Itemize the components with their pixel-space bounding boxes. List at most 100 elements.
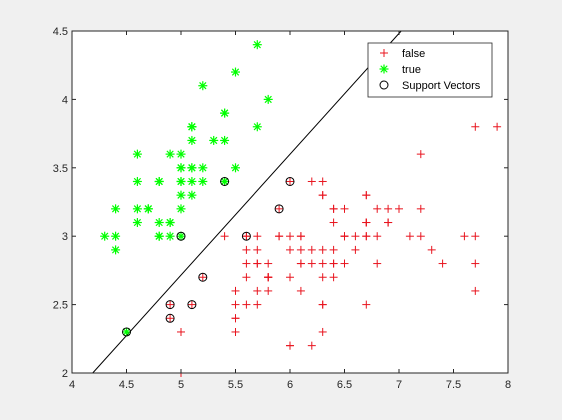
data-point	[318, 327, 327, 336]
data-point	[242, 259, 251, 268]
data-point	[340, 259, 349, 268]
data-point	[198, 176, 208, 186]
data-point	[362, 218, 371, 227]
data-point	[154, 176, 164, 186]
data-point	[318, 259, 327, 268]
data-point	[187, 176, 197, 186]
legend-marker	[379, 80, 389, 90]
plot-area	[92, 30, 502, 377]
data-point	[176, 231, 186, 241]
data-point	[154, 218, 164, 228]
data-point	[296, 286, 305, 295]
data-point	[318, 245, 327, 254]
y-axis: 2 2.5 3 3.5 4 4.5	[53, 26, 508, 380]
legend-label: true	[402, 64, 421, 76]
data-point	[176, 204, 186, 214]
data-point	[264, 259, 273, 268]
data-point	[296, 232, 305, 241]
data-point	[122, 327, 131, 337]
data-point	[471, 232, 480, 241]
data-point	[231, 300, 240, 309]
x-tick-label: 4.5	[119, 379, 134, 391]
data-point	[395, 204, 403, 213]
data-point	[187, 135, 197, 145]
data-point	[307, 245, 316, 254]
legend-marker	[380, 49, 388, 57]
data-point	[132, 204, 142, 214]
x-tick-label: 5	[178, 379, 184, 391]
legend-label: Support Vectors	[402, 80, 481, 92]
y-tick-label: 2	[62, 368, 68, 380]
data-point	[405, 232, 414, 241]
data-point	[286, 232, 294, 241]
data-point	[111, 231, 121, 241]
data-point	[187, 163, 197, 173]
data-point	[275, 204, 284, 213]
data-point	[351, 245, 360, 254]
data-point	[264, 286, 273, 295]
data-point	[154, 231, 164, 241]
data-point	[231, 163, 240, 173]
data-point	[252, 122, 262, 132]
data-point	[253, 259, 262, 268]
data-point	[231, 327, 240, 336]
data-point	[438, 259, 447, 268]
y-tick-label: 4	[62, 94, 68, 106]
x-tick-label: 7	[396, 379, 402, 391]
data-point	[373, 232, 382, 241]
data-point	[100, 231, 110, 241]
data-point	[220, 135, 230, 145]
data-point	[416, 232, 425, 241]
data-point	[329, 245, 338, 254]
data-point	[471, 259, 480, 268]
data-point	[187, 122, 197, 132]
data-point	[198, 272, 208, 282]
data-point	[143, 204, 153, 214]
series-support-vectors	[122, 176, 295, 337]
data-point	[351, 232, 360, 241]
data-point	[253, 232, 262, 241]
data-point	[427, 245, 436, 254]
data-point	[165, 231, 175, 241]
data-point	[220, 176, 230, 186]
data-point	[329, 204, 338, 213]
data-point	[209, 135, 219, 145]
data-point	[176, 176, 186, 186]
data-point	[384, 218, 393, 227]
data-point	[122, 327, 131, 337]
data-point	[286, 177, 294, 186]
series-false	[166, 122, 502, 377]
data-point	[373, 204, 382, 213]
data-point	[242, 300, 251, 309]
decision-boundary-line	[92, 30, 402, 374]
data-point	[329, 273, 338, 282]
data-point	[165, 149, 175, 159]
data-point	[242, 245, 251, 254]
y-tick-label: 3	[62, 231, 68, 243]
data-point	[286, 341, 294, 350]
data-point	[165, 313, 175, 323]
data-point	[275, 232, 284, 241]
data-point	[220, 232, 229, 241]
x-axis: 4 4.5 5 5.5 6 6.5 7 7.5 8	[69, 31, 511, 391]
legend-label: false	[402, 48, 425, 60]
data-point	[111, 245, 121, 255]
y-tick-label: 4.5	[53, 26, 68, 38]
data-point	[286, 273, 294, 282]
data-point	[253, 300, 262, 309]
data-point	[296, 245, 305, 254]
data-point	[187, 300, 197, 310]
data-point	[253, 286, 262, 295]
data-point	[231, 314, 240, 323]
data-point	[242, 232, 251, 241]
data-point	[132, 176, 142, 186]
data-point	[493, 122, 502, 131]
data-point	[362, 232, 371, 241]
data-point	[198, 81, 208, 91]
data-point	[165, 218, 175, 228]
data-point	[132, 149, 142, 159]
data-point	[296, 259, 305, 268]
data-point	[286, 245, 294, 254]
data-point	[176, 190, 186, 200]
